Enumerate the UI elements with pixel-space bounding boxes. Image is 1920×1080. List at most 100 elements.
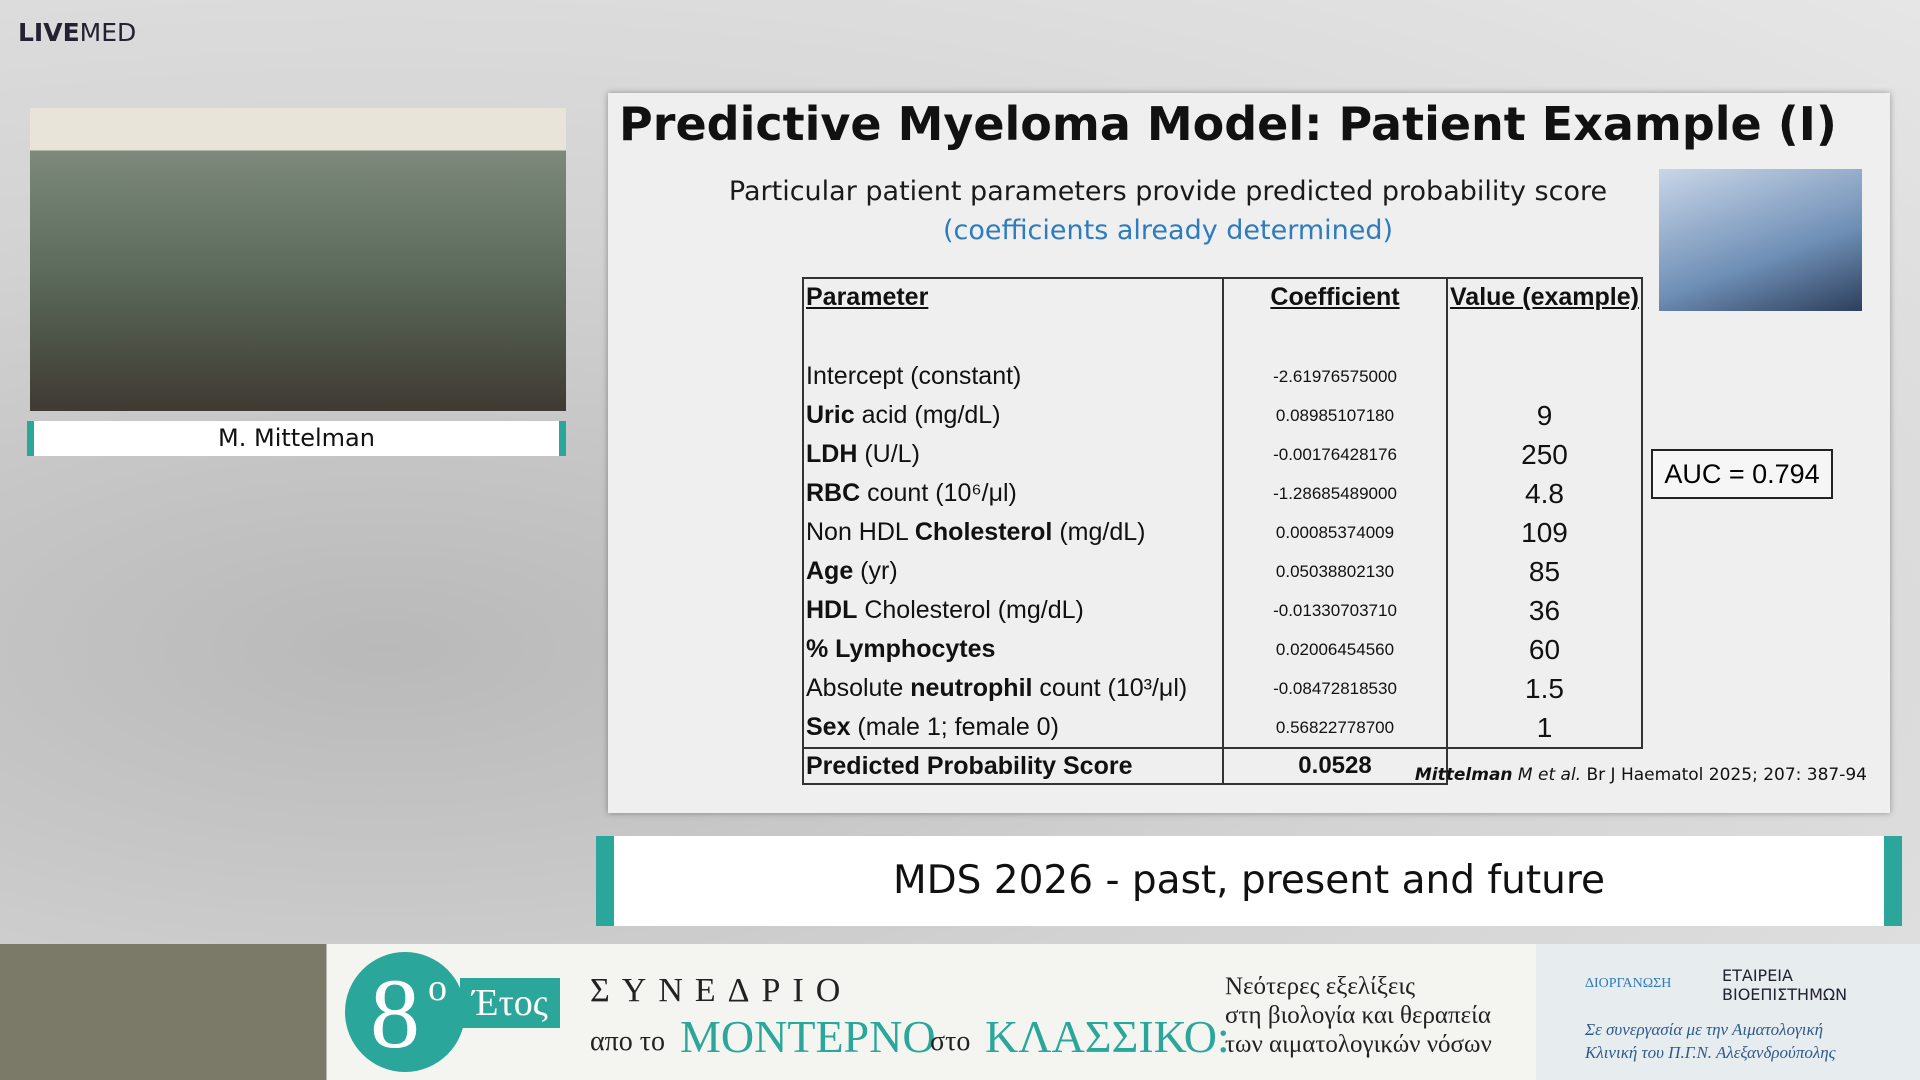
edition-sup: ο: [428, 967, 447, 1009]
table-row: LDH (U/L) -0.00176428176 250: [802, 435, 1643, 474]
parameter-cell: Age (yr): [802, 552, 1224, 591]
parameter-text: HDL: [806, 596, 858, 624]
value-cell: 1: [1447, 708, 1643, 749]
parameter-cell: HDL Cholesterol (mg/dL): [802, 591, 1224, 630]
modern: ΜΟΝΤΕΡΝΟ: [680, 1011, 936, 1062]
parameter-text: Uric: [806, 401, 855, 429]
parameter-cell: LDH (U/L): [802, 435, 1224, 474]
header-cell: Coefficient: [1223, 277, 1448, 357]
parameter-text: count (10⁶/μl): [860, 479, 1017, 507]
header-cell: Parameter: [802, 277, 1224, 357]
auc-box: AUC = 0.794: [1651, 449, 1833, 499]
value-cell: [1447, 357, 1643, 396]
parameter-cell: % Lymphocytes: [802, 630, 1224, 669]
parameter-cell: Sex (male 1; female 0): [802, 708, 1224, 749]
topic: Νεότερες εξελίξεις στη βιολογία και θερα…: [1225, 972, 1492, 1059]
slide-title: Predictive Myeloma Model: Patient Exampl…: [619, 97, 1837, 151]
coefficient-cell: -0.00176428176: [1223, 435, 1448, 474]
parameter-cell: Uric acid (mg/dL): [802, 396, 1224, 435]
to: στο: [930, 1026, 971, 1057]
from: απο το: [590, 1026, 666, 1057]
coefficient-cell: 0.02006454560: [1223, 630, 1448, 669]
footer-banner: 8 ο Έτος ΣΥΝΕΔΡΙΟ απο το ΜΟΝΤΕΡΝΟ στο ΚΛ…: [0, 944, 1920, 1080]
parameter-text: RBC: [806, 479, 861, 507]
partner-line: Κλινική του Π.Γ.Ν. Αλεξανδρούπολης: [1585, 1043, 1836, 1062]
edition: 8: [370, 958, 420, 1069]
parameter-text: % Lymphocytes: [806, 635, 996, 663]
classic: ΚΛΑΣΣΙΚΟ:: [985, 1011, 1230, 1062]
slide-subtitle: Particular patient parameters provide pr…: [728, 176, 1608, 207]
parameter-text: Non HDL: [806, 518, 915, 546]
topic-line: στη βιολογία και θεραπεία: [1225, 1002, 1491, 1029]
table-row: Non HDL Cholesterol (mg/dL) 0.00085374009…: [802, 513, 1643, 552]
parameter-text: LDH: [806, 440, 858, 468]
table-row: Uric acid (mg/dL) 0.08985107180 9: [802, 396, 1643, 435]
logo-bold: LIVE: [18, 18, 80, 47]
coefficient-cell: 0.56822778700: [1223, 708, 1448, 749]
table-row: Absolute neutrophil count (10³/μl) -0.084…: [802, 669, 1643, 708]
congress: ΣΥΝΕΔΡΙΟ: [590, 972, 853, 1009]
speaker-name: M. Mittelman: [27, 421, 566, 456]
coefficient-cell: -0.01330703710: [1223, 591, 1448, 630]
table-row: Sex (male 1; female 0) 0.56822778700 1: [802, 708, 1643, 749]
value-cell: 60: [1447, 630, 1643, 669]
partner: Σε συνεργασία με την Αιματολογική Κλινικ…: [1585, 1018, 1836, 1064]
parameter-table: Parameter Coefficient Value (example) Inter…: [802, 277, 1643, 785]
parameter-cell: RBC count (10⁶/μl): [802, 474, 1224, 513]
society-line: ΒΙΟΕΠΙΣΤΗΜΩΝ: [1722, 985, 1848, 1004]
table-row: % Lymphocytes 0.02006454560 60: [802, 630, 1643, 669]
header-row: Parameter Coefficient Value (example): [802, 277, 1643, 357]
parameter-text: (yr): [853, 557, 898, 585]
parameter-text: acid (mg/dL): [854, 401, 1001, 429]
coefficient-cell: 0.00085374009: [1223, 513, 1448, 552]
citation-author: Mittelman: [1414, 765, 1513, 785]
logo-rest: MED: [79, 18, 137, 47]
parameter-text: Absolute: [806, 674, 911, 702]
speaker-video: [30, 108, 566, 411]
value-cell: 4.8: [1447, 474, 1643, 513]
coefficient-cell: -2.61976575000: [1223, 357, 1448, 396]
citation-ref: Br J Haematol 2025; 207: 387-94: [1581, 765, 1867, 785]
partner-line: Σε συνεργασία με την Αιματολογική: [1585, 1020, 1824, 1039]
table-row: Age (yr) 0.05038802130 85: [802, 552, 1643, 591]
parameter-cell: Intercept (constant): [802, 357, 1224, 396]
citation-etal: M et al.: [1512, 765, 1582, 785]
parameter-text: (mg/dL): [1052, 518, 1146, 546]
value-cell: 1.5: [1447, 669, 1643, 708]
table-row: RBC count (10⁶/μl) -1.28685489000 4.8: [802, 474, 1643, 513]
parameter-cell: Non HDL Cholesterol (mg/dL): [802, 513, 1224, 552]
parameter-text: Age: [806, 557, 854, 585]
coefficient-cell: -1.28685489000: [1223, 474, 1448, 513]
table-row: Intercept (constant) -2.61976575000: [802, 357, 1643, 396]
parameter-text: (U/L): [857, 440, 920, 468]
table-row: HDL Cholesterol (mg/dL) -0.01330703710 36: [802, 591, 1643, 630]
header-cell: Value (example): [1447, 277, 1643, 357]
society: ΕΤΑΙΡΕΙΑ ΒΙΟΕΠΙΣΤΗΜΩΝ: [1722, 966, 1847, 1004]
session-banner: MDS 2026 - past, present and future: [596, 836, 1902, 926]
logo: LIVEMED: [18, 18, 136, 47]
parameter-text: neutrophil: [910, 674, 1033, 702]
parameter-text: count (10³/μl): [1032, 674, 1188, 702]
parameter-text: Intercept (constant): [806, 362, 1022, 390]
topic-line: Νεότερες εξελίξεις: [1225, 973, 1415, 1000]
value-cell: 85: [1447, 552, 1643, 591]
value-cell: 9: [1447, 396, 1643, 435]
value-cell: 109: [1447, 513, 1643, 552]
society-line: ΕΤΑΙΡΕΙΑ: [1722, 966, 1793, 985]
score-label: Predicted Probability Score: [802, 748, 1224, 785]
score-row: Predicted Probability Score 0.0528: [802, 748, 1642, 785]
slide-note: (coefficients already determined): [942, 215, 1394, 246]
parameter-text: Cholesterol (mg/dL): [857, 596, 1084, 624]
coefficient-cell: -0.08472818530: [1223, 669, 1448, 708]
parameter-cell: Absolute neutrophil count (10³/μl): [802, 669, 1224, 708]
organizer: ΔΙΟΡΓΑΝΩΣΗ: [1585, 976, 1672, 991]
coefficient-cell: 0.05038802130: [1223, 552, 1448, 591]
topic-line: των αιματολογικών νόσων: [1225, 1031, 1492, 1058]
citation: Mittelman M et al. Br J Haematol 2025; 2…: [1415, 765, 1867, 785]
parameter-text: Cholesterol: [914, 518, 1053, 546]
score-value: 0.0528: [1223, 748, 1448, 785]
value-cell: 36: [1447, 591, 1643, 630]
value-cell: 250: [1447, 435, 1643, 474]
computers-image: [1659, 169, 1862, 311]
edition-word: Έτος: [460, 978, 560, 1028]
